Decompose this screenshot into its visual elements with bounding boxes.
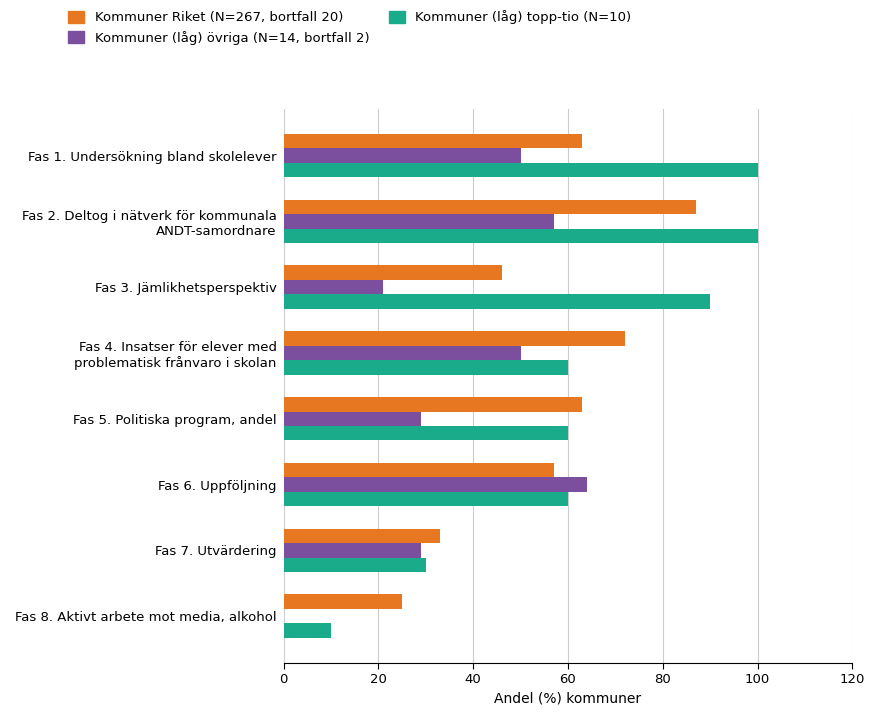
Bar — [283, 397, 583, 412]
Bar — [283, 280, 383, 294]
Bar — [283, 163, 758, 177]
Bar — [283, 412, 421, 426]
Bar — [283, 149, 521, 163]
Bar — [283, 214, 554, 229]
Bar — [283, 229, 758, 243]
Bar — [283, 477, 587, 492]
Bar — [283, 557, 426, 572]
Bar — [283, 265, 502, 280]
Bar — [283, 200, 696, 214]
Bar — [283, 294, 710, 309]
Legend: Kommuner Riket (N=267, bortfall 20), Kommuner (låg) övriga (N=14, bortfall 2), K: Kommuner Riket (N=267, bortfall 20), Kom… — [68, 10, 632, 45]
Bar — [283, 463, 554, 477]
Bar — [283, 528, 440, 543]
Bar — [283, 331, 625, 346]
Bar — [283, 543, 421, 557]
Bar — [283, 360, 568, 375]
Bar — [283, 624, 331, 638]
X-axis label: Andel (%) kommuner: Andel (%) kommuner — [495, 692, 642, 706]
Bar — [283, 594, 402, 609]
Bar — [283, 426, 568, 441]
Bar — [283, 134, 583, 149]
Bar — [283, 346, 521, 360]
Bar — [283, 492, 568, 506]
